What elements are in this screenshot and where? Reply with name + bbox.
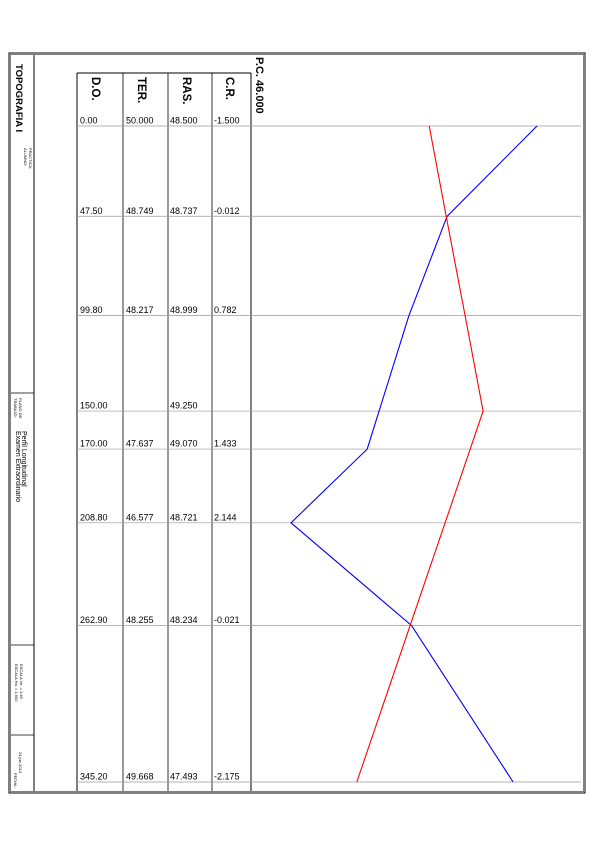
datum-title: P.C. 46.000 <box>253 57 265 114</box>
fecha-label: FECHA: <box>13 773 18 788</box>
station-chainage: 170.00 <box>80 439 108 449</box>
station-chainage: 150.00 <box>80 401 108 411</box>
station-ras: 48.721 <box>170 512 198 522</box>
plano-value: Perfil Longitudinal <box>20 431 27 487</box>
station-ras: 47.493 <box>170 772 198 782</box>
station-cr: -2.175 <box>214 772 240 782</box>
header-ras: RAS. <box>180 77 192 104</box>
station-cr: -0.021 <box>214 615 240 625</box>
station-chainage: 99.80 <box>80 305 103 315</box>
station-chainage: 47.50 <box>80 206 103 216</box>
station-chainage: 262.90 <box>80 615 108 625</box>
profile-lines <box>290 125 538 783</box>
escala-vertical: ESCALA Ve. = 1:40 <box>19 664 24 700</box>
trabajo-label: TRABAJO: <box>13 398 18 418</box>
fecha-value: 24 jun 2014 <box>18 752 23 774</box>
station-ter: 48.217 <box>126 305 154 315</box>
station-ter: 48.749 <box>126 206 154 216</box>
station-ras: 48.500 <box>170 116 198 126</box>
station-ter: 49.668 <box>126 772 154 782</box>
title-block: TOPOGRAFIA I ALUMNO: PRACTICA: TRABAJO: … <box>11 55 35 791</box>
station-chainage: 345.20 <box>80 772 108 782</box>
station-chainage: 0.00 <box>80 116 98 126</box>
sheet-border <box>8 52 586 794</box>
profile-table: D.O. TER. RAS. C.R. P.C. 46.000 <box>76 57 265 791</box>
station-ras: 49.250 <box>170 401 198 411</box>
station-ras: 48.234 <box>170 615 198 625</box>
trabajo-value: Examen Extraordinario <box>14 431 21 502</box>
station-cr: 1.433 <box>214 439 237 449</box>
station-ras: 48.737 <box>170 206 198 216</box>
station-chainage: 208.80 <box>80 512 108 522</box>
sheet-inner-border <box>10 54 584 792</box>
station-ras: 49.070 <box>170 439 198 449</box>
practica-label: PRACTICA: <box>28 148 33 169</box>
grade-profile-line <box>356 125 484 783</box>
header-cr: C.R. <box>223 77 235 100</box>
alumno-label: ALUMNO: <box>23 148 28 166</box>
escala-horizontal: ESCALA Ho. = 1:500 <box>14 664 19 702</box>
station-ter: 50.000 <box>126 116 154 126</box>
station-ras: 48.999 <box>170 305 198 315</box>
terrain-profile-line <box>290 125 538 783</box>
station-cr: -1.500 <box>214 116 240 126</box>
header-ter: TER. <box>135 77 147 103</box>
station-ter: 48.255 <box>126 615 154 625</box>
station-cr: 2.144 <box>214 512 237 522</box>
station-cr: 0.782 <box>214 305 237 315</box>
station-ter: 46.577 <box>126 512 154 522</box>
course-title: TOPOGRAFIA I <box>13 64 24 132</box>
plano-label: PLANO DE: <box>18 398 23 419</box>
header-do: D.O. <box>89 77 101 101</box>
station-cr: -0.012 <box>214 206 240 216</box>
station-rows: 0.00 50.000 48.500 -1.500 47.50 48.749 48.737 -… <box>77 116 581 783</box>
station-ter: 47.637 <box>126 439 154 449</box>
